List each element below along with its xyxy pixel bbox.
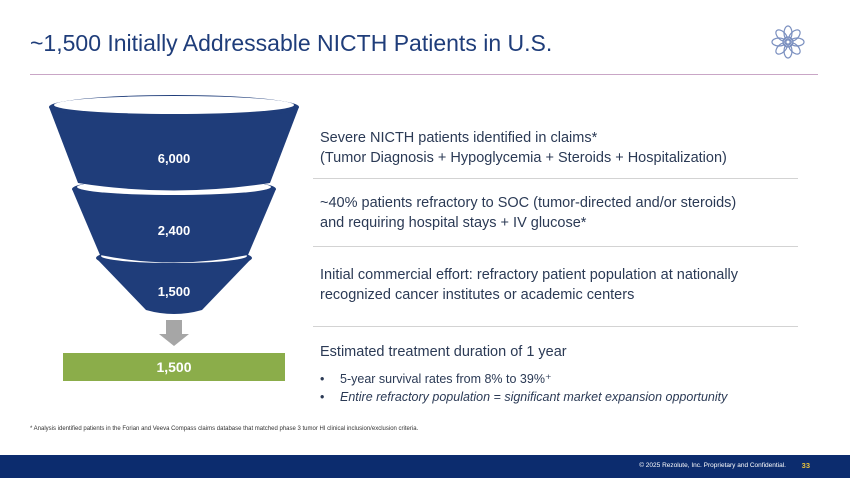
row-divider — [313, 178, 798, 179]
tier2-line1: ~40% patients refractory to SOC (tumor-d… — [320, 195, 737, 211]
funnel-tier-2-label: 2,400 — [158, 223, 191, 238]
page-title: ~1,500 Initially Addressable NICTH Patie… — [30, 30, 553, 56]
tier2-description: ~40% patients refractory to SOC (tumor-d… — [320, 193, 800, 233]
footnote: * Analysis identified patients in the Fo… — [30, 426, 419, 432]
tier1-line2: (Tumor Diagnosis + Hypoglycemia + Steroi… — [320, 150, 727, 166]
tier1-description: Severe NICTH patients identified in clai… — [320, 128, 800, 168]
bullet-item: • 5-year survival rates from 8% to 39%⁺ — [320, 370, 800, 388]
down-arrow-icon — [159, 320, 189, 346]
bullet-text: 5-year survival rates from 8% to 39%⁺ — [340, 372, 552, 386]
funnel-tier-1-label: 6,000 — [158, 151, 191, 166]
tier3-line1: Initial commercial effort: refractory pa… — [320, 267, 739, 283]
bullet-marker: • — [320, 390, 325, 404]
funnel-tier-3-label: 1,500 — [158, 284, 191, 299]
result-description: Estimated treatment duration of 1 year •… — [320, 342, 800, 406]
company-logo — [771, 25, 805, 59]
tier3-line2: recognized cancer institutes or academic… — [320, 287, 635, 303]
page-number: 33 — [801, 461, 810, 470]
bullet-marker: • — [320, 372, 325, 386]
tier2-line2: and requiring hospital stays + IV glucos… — [320, 215, 587, 231]
title-divider — [30, 74, 818, 75]
row-divider — [313, 246, 798, 247]
patient-funnel: 1,500 2,400 6,000 — [49, 95, 299, 346]
bullet-text: Entire refractory population = significa… — [340, 390, 728, 404]
tier1-line1: Severe NICTH patients identified in clai… — [320, 130, 598, 146]
funnel-tier-1: 6,000 — [49, 95, 299, 191]
row-divider — [313, 326, 798, 327]
tier3-description: Initial commercial effort: refractory pa… — [320, 265, 800, 305]
result-bullets: • 5-year survival rates from 8% to 39%⁺ … — [320, 370, 800, 406]
footer-bar: © 2025 Rezolute, Inc. Proprietary and Co… — [0, 455, 850, 478]
funnel-tier-2: 2,400 — [72, 178, 276, 263]
copyright-text: © 2025 Rezolute, Inc. Proprietary and Co… — [639, 462, 786, 469]
bullet-item: • Entire refractory population = signifi… — [320, 388, 800, 406]
result-bar: 1,500 — [63, 353, 285, 381]
result-heading: Estimated treatment duration of 1 year — [320, 344, 567, 360]
